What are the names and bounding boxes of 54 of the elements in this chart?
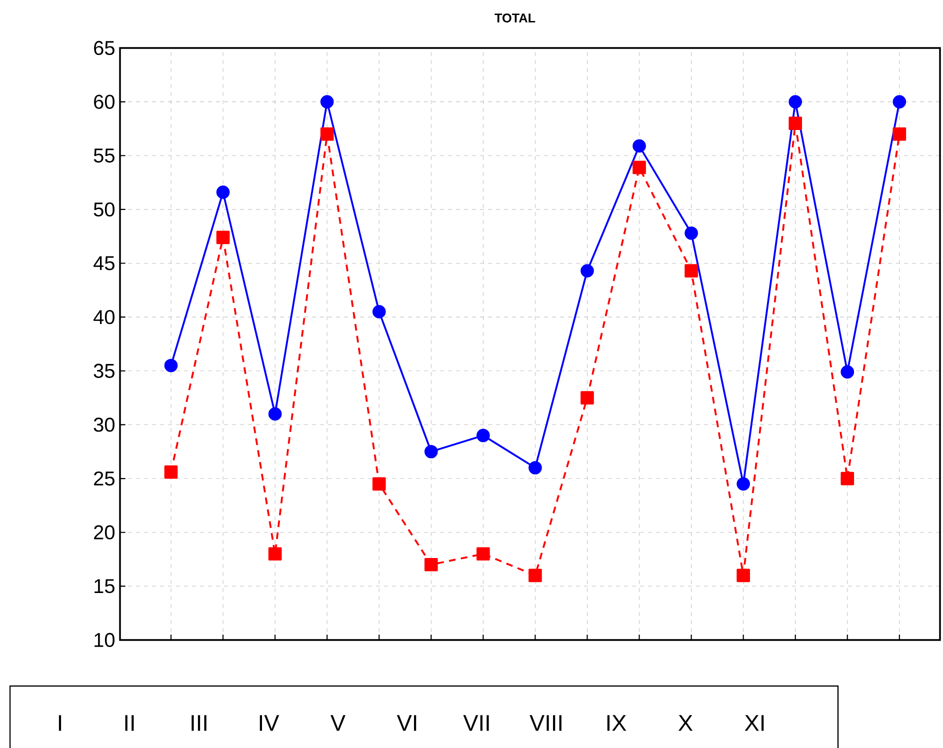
point [268, 407, 282, 421]
y-tick-label: 60 [94, 94, 114, 109]
y-tick-label: 15 [94, 579, 114, 594]
point [216, 230, 230, 244]
point [528, 568, 542, 582]
point [892, 127, 906, 141]
point [320, 127, 334, 141]
y-tick-label: 40 [94, 310, 114, 324]
y-tick-label: 35 [94, 364, 114, 378]
text: V [330, 715, 346, 731]
point [580, 391, 594, 404]
text: IX [607, 715, 626, 731]
point [840, 472, 854, 486]
point [164, 465, 178, 479]
y-tick-label: 55 [94, 148, 114, 163]
text: I [58, 715, 62, 731]
point [320, 95, 334, 108]
text: VII [463, 715, 489, 731]
text: III [192, 715, 206, 731]
text: X [678, 715, 693, 731]
point [788, 95, 802, 108]
point [476, 547, 490, 561]
y-tick-label: 20 [94, 525, 114, 540]
point [216, 186, 230, 199]
y-tick-label: 45 [94, 256, 114, 270]
point [684, 264, 698, 278]
point [424, 558, 438, 572]
point [736, 568, 750, 582]
y-tick-label: 50 [94, 202, 114, 217]
y-tick-label: 65 [94, 40, 114, 56]
point [840, 365, 854, 379]
point [892, 95, 906, 108]
point [736, 477, 750, 491]
chart-title: TOTAL [494, 14, 536, 22]
point [372, 305, 386, 318]
text: VI [396, 715, 416, 731]
point [372, 477, 386, 491]
point [476, 428, 490, 442]
text: XI [744, 715, 764, 731]
point [164, 358, 178, 372]
text: IV [260, 715, 280, 731]
point [788, 116, 802, 130]
point [424, 444, 438, 458]
text: VIII [530, 715, 562, 731]
point [528, 461, 542, 474]
y-tick-label: 30 [94, 418, 114, 432]
point [632, 160, 646, 174]
text: II [125, 715, 134, 731]
point [684, 226, 698, 240]
y-tick-label: 10 [94, 632, 114, 648]
point [580, 264, 594, 278]
point [268, 547, 282, 561]
point [632, 139, 646, 153]
y-tick-label: 25 [94, 471, 114, 486]
